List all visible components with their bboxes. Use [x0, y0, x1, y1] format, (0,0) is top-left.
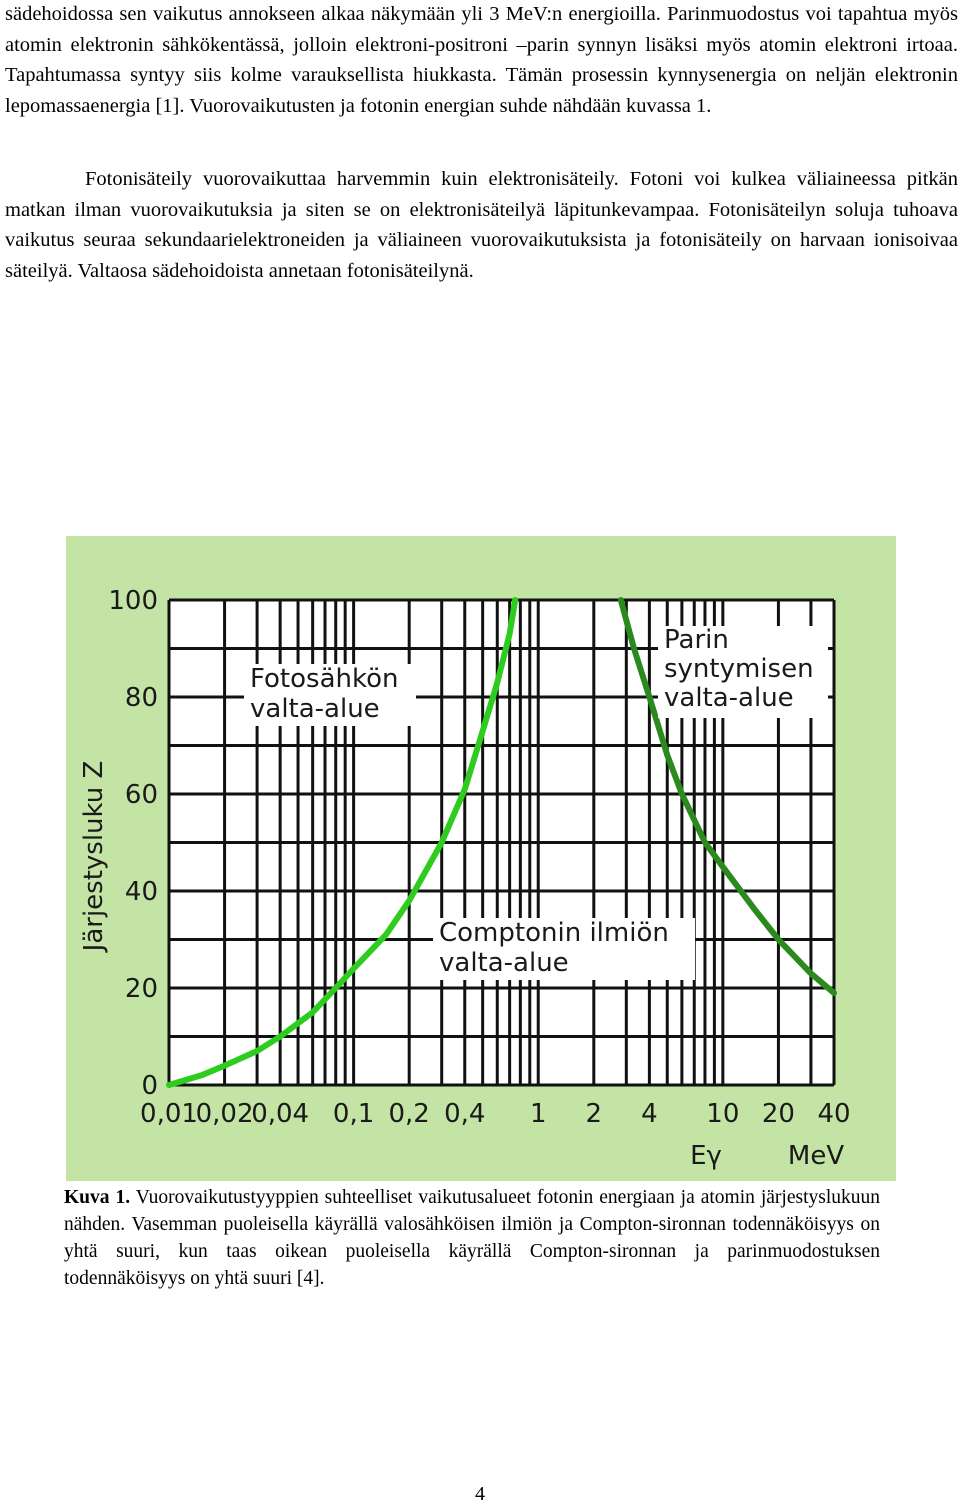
annotation-text: valta-alue [250, 694, 380, 724]
y-tick-label: 80 [125, 683, 158, 713]
figure-1: 0,01 0,02 0,04 0,1 0,2 0,4 1 2 4 10 20 40 0 20 40 60 80 1… [66, 536, 896, 1181]
x-tick-label: 4 [641, 1099, 658, 1129]
y-tick-label: 0 [141, 1071, 158, 1101]
annotation-text: Fotosähkön [250, 664, 399, 694]
x-tick-label: 10 [706, 1099, 739, 1129]
y-tick-label: 60 [125, 780, 158, 810]
body-paragraph: sädehoidossa sen vaikutus annokseen alka… [5, 3, 958, 117]
x-tick-label: 0,04 [251, 1099, 309, 1129]
y-axis-label: Järjestysluku Z [79, 761, 109, 954]
y-tick-label: 100 [108, 586, 158, 616]
figure-caption: Kuva 1. Vuorovaikutustyyppien suhteellis… [64, 1184, 880, 1292]
y-tick-label: 20 [125, 974, 158, 1004]
x-tick-label: 1 [530, 1099, 547, 1129]
x-tick-label: 20 [762, 1099, 795, 1129]
annotation-box [433, 918, 695, 980]
annotation-text: valta-alue [439, 948, 569, 978]
series-curve-1 [166, 597, 519, 1088]
x-tick-label: 0,1 [333, 1099, 374, 1129]
x-axis-label: Eγ [690, 1141, 722, 1171]
series-curve-2 [617, 597, 837, 996]
y-tick-label: 40 [125, 877, 158, 907]
annotation-box [658, 626, 828, 718]
annotation-text: valta-alue [664, 683, 794, 713]
annotation-text: Comptonin ilmiön [439, 918, 669, 948]
x-axis-unit: MeV [788, 1141, 844, 1171]
x-tick-label: 0,02 [196, 1099, 254, 1129]
body-paragraph: Fotonisäteily vuorovaikuttaa harvemmin k… [5, 168, 958, 282]
x-tick-label: 0,4 [444, 1099, 485, 1129]
page-number: 4 [475, 1483, 485, 1505]
annotation-text: syntymisen [664, 654, 814, 684]
x-tick-label: 0,01 [140, 1099, 198, 1129]
caption-label: Kuva 1. [64, 1187, 131, 1208]
interaction-regions-chart: 0,010,020,04 0,1 0,2 0,4 1 2 4 10 20 40 0 20 40 60 80 1… [79, 586, 851, 1171]
x-tick-label: 40 [817, 1099, 850, 1129]
annotation-text: Parin [664, 625, 729, 655]
x-tick-label: 2 [586, 1099, 603, 1129]
annotation-box [244, 664, 416, 726]
x-tick-label: 0,2 [389, 1099, 430, 1129]
caption-text: Vuorovaikutustyyppien suhteelliset vaiku… [64, 1187, 880, 1289]
